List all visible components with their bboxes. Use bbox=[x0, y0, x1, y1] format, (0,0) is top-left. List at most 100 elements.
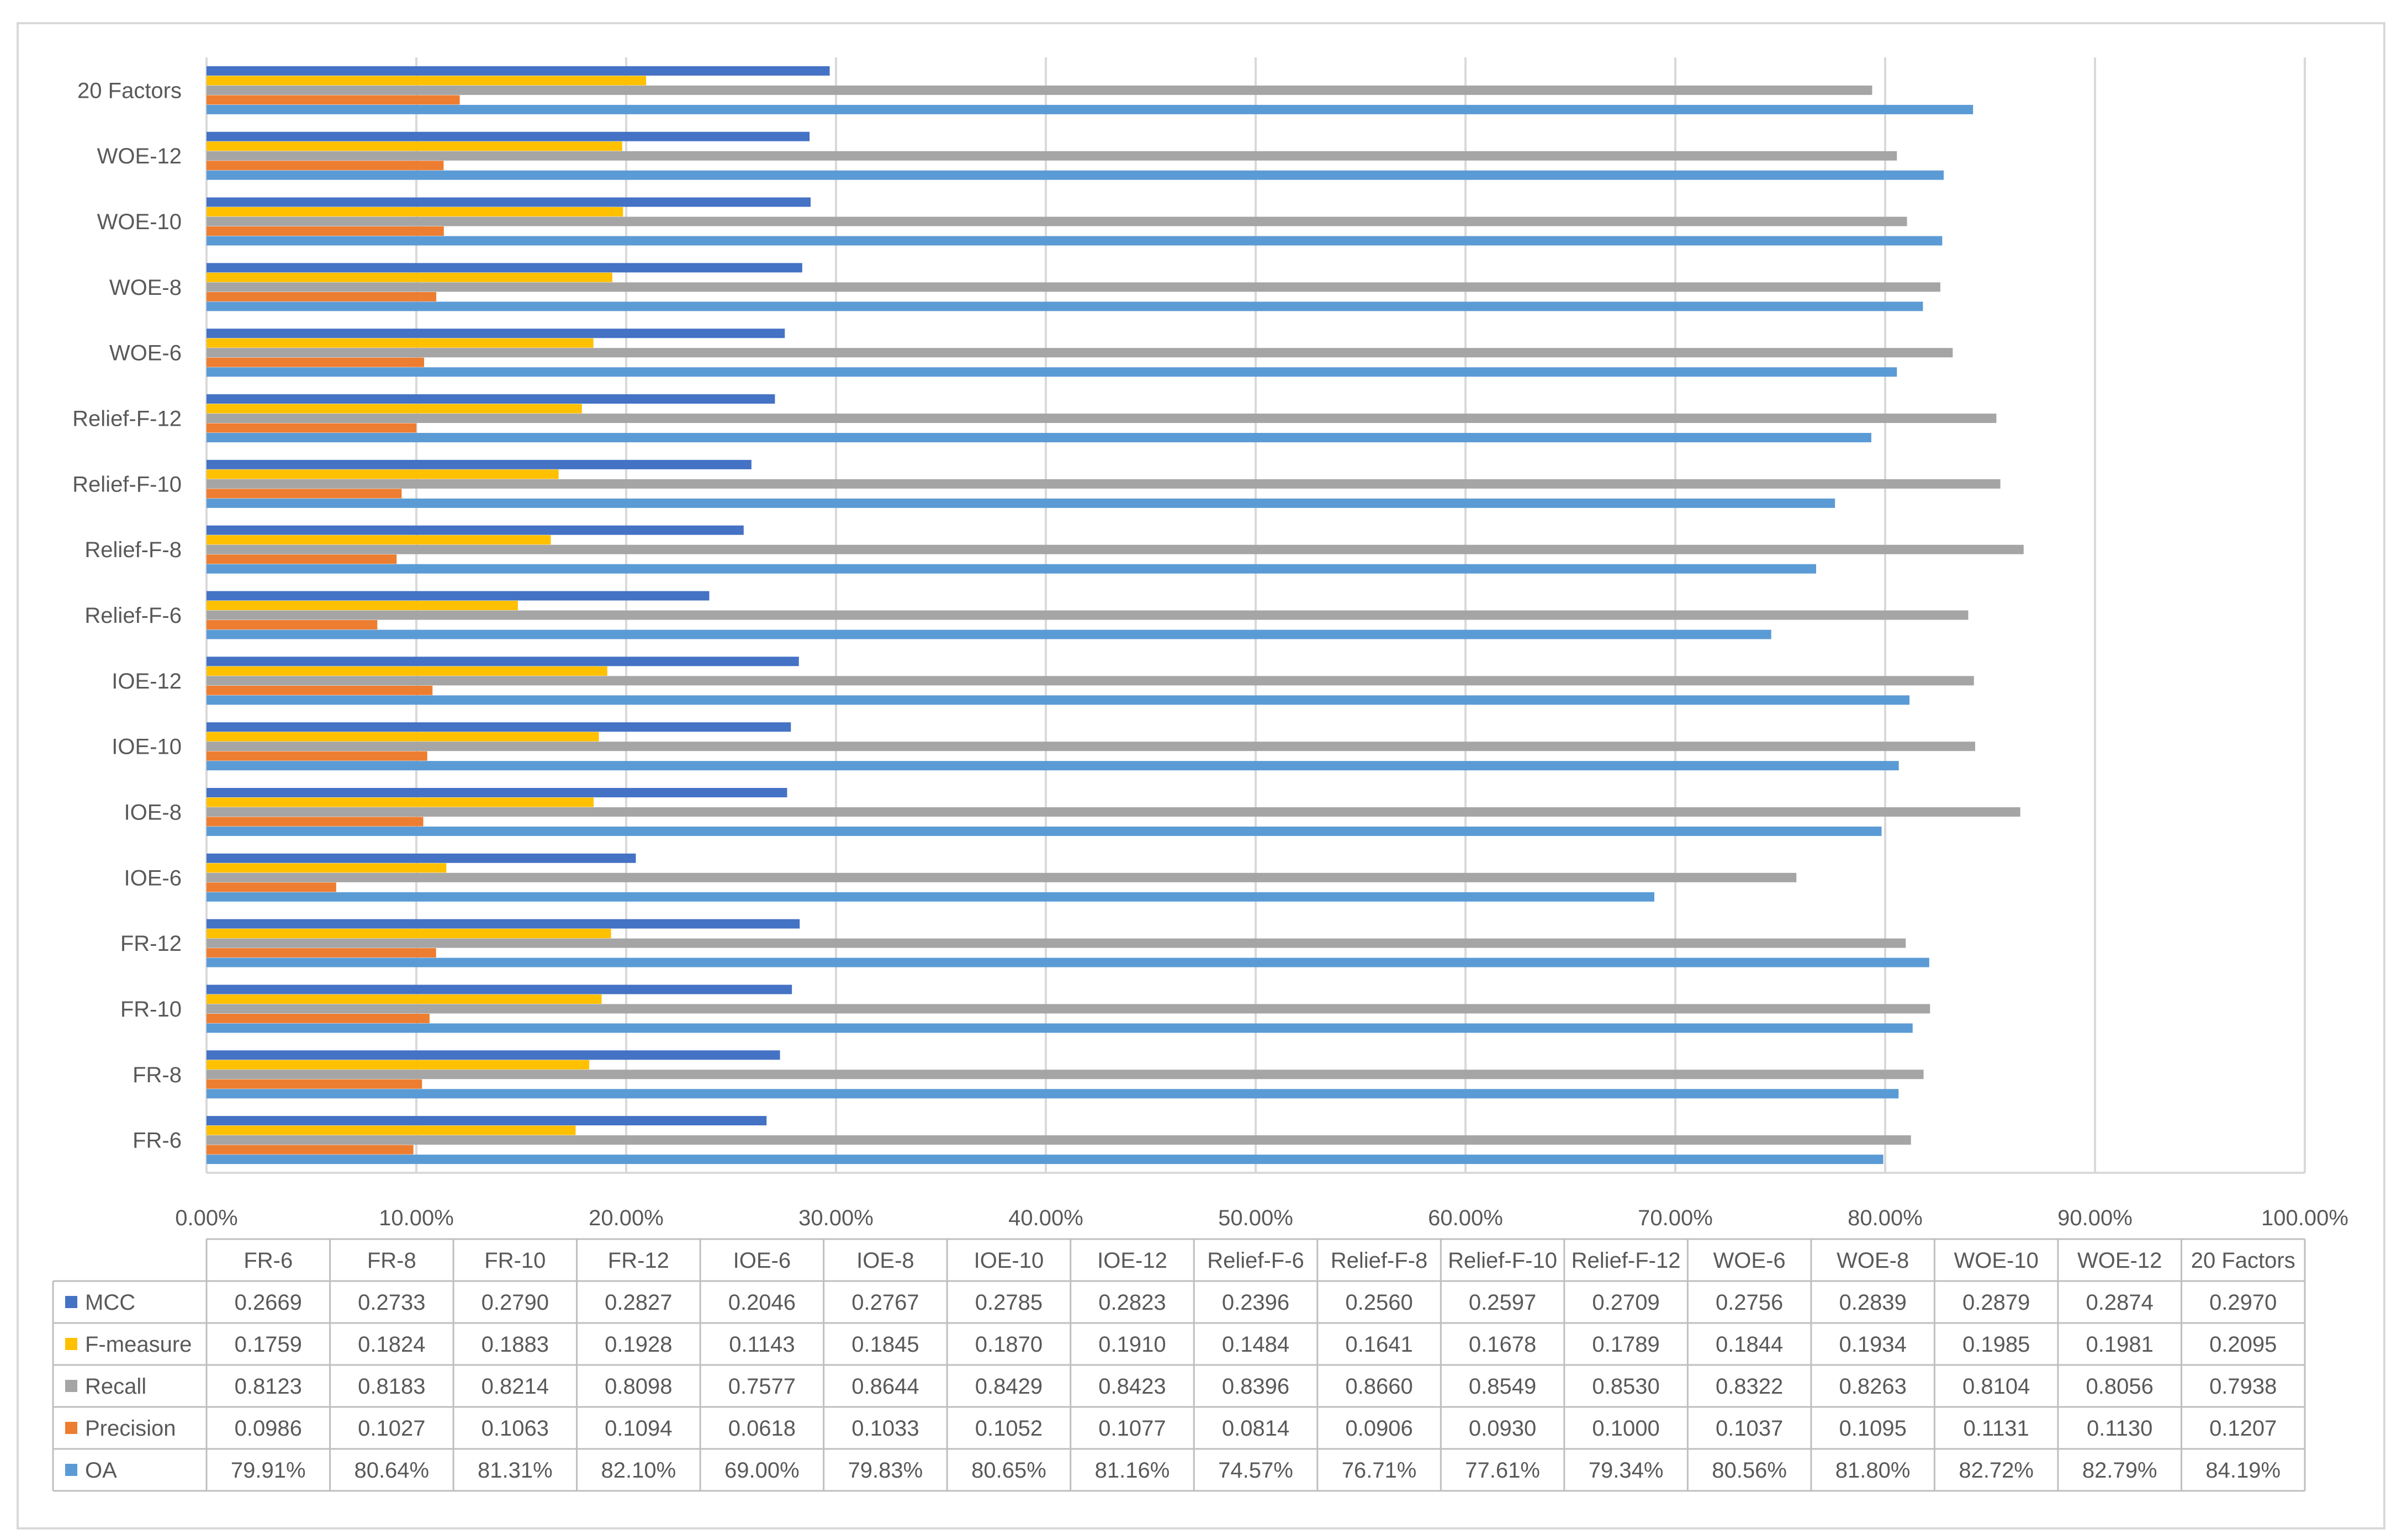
bar-recall bbox=[207, 479, 2001, 489]
bar-recall bbox=[207, 1135, 1911, 1145]
table-cell: 0.1143 bbox=[729, 1332, 795, 1357]
bar-precision bbox=[207, 95, 460, 105]
table-cell: 81.16% bbox=[1095, 1458, 1170, 1483]
table-cell: 0.2756 bbox=[1716, 1290, 1783, 1315]
table-cell: 80.64% bbox=[354, 1458, 429, 1483]
table-row-label: F-measure bbox=[85, 1332, 192, 1357]
table-cell: 0.1063 bbox=[482, 1416, 549, 1441]
bar-f-measure bbox=[207, 1060, 590, 1070]
bar-oa bbox=[207, 367, 1897, 377]
y-category-label: Relief-F-8 bbox=[84, 538, 182, 562]
x-tick-label: 40.00% bbox=[1008, 1206, 1083, 1230]
table-cell: 0.8423 bbox=[1098, 1374, 1166, 1399]
bar-recall bbox=[207, 85, 1872, 95]
bar-mcc bbox=[207, 1116, 767, 1126]
bar-f-measure bbox=[207, 797, 594, 807]
table-cell: 0.1934 bbox=[1839, 1332, 1906, 1357]
table-cell: 0.8263 bbox=[1839, 1374, 1906, 1399]
table-cell: 0.0930 bbox=[1469, 1416, 1536, 1441]
table-cell: 0.1759 bbox=[235, 1332, 302, 1357]
table-cell: 0.1928 bbox=[605, 1332, 672, 1357]
table-cell: 79.91% bbox=[231, 1458, 306, 1483]
table-cell: 0.1037 bbox=[1716, 1416, 1783, 1441]
table-cell: 0.2095 bbox=[2209, 1332, 2277, 1357]
table-cell: 0.1981 bbox=[2086, 1332, 2154, 1357]
table-cell: 0.2970 bbox=[2209, 1290, 2277, 1315]
bar-mcc bbox=[207, 66, 830, 76]
table-cell: 0.1207 bbox=[2209, 1416, 2277, 1441]
bar-recall bbox=[207, 1070, 1924, 1079]
bar-precision bbox=[207, 226, 444, 236]
bar-oa bbox=[207, 1023, 1913, 1033]
y-category-label: WOE-6 bbox=[109, 341, 182, 366]
bar-recall bbox=[207, 676, 1974, 686]
y-category-label: IOE-10 bbox=[112, 735, 182, 759]
table-cell: 0.1130 bbox=[2087, 1416, 2152, 1441]
x-tick-label: 100.00% bbox=[2261, 1206, 2348, 1230]
table-cell: 0.1027 bbox=[358, 1416, 425, 1441]
bar-oa bbox=[207, 301, 1923, 311]
table-cell: 0.2046 bbox=[728, 1290, 796, 1315]
table-cell: 0.1678 bbox=[1469, 1332, 1536, 1357]
bar-mcc bbox=[207, 722, 791, 732]
y-category-label: WOE-8 bbox=[109, 276, 182, 300]
bar-f-measure bbox=[207, 76, 647, 86]
table-cell: 0.1844 bbox=[1716, 1332, 1783, 1357]
bar-f-measure bbox=[207, 404, 582, 414]
bar-precision bbox=[207, 161, 444, 171]
table-header-cell: Relief-F-8 bbox=[1331, 1248, 1428, 1273]
data-table: FR-6 FR-8 FR-10 FR-12 IOE-6 IOE-8 IOE-10 IOE-12… bbox=[52, 1238, 2306, 1492]
table-cell: 80.56% bbox=[1712, 1458, 1787, 1483]
table-header-cell: IOE-6 bbox=[733, 1248, 791, 1273]
bar-oa bbox=[207, 236, 1943, 246]
bar-mcc bbox=[207, 1050, 780, 1060]
y-category-label: IOE-12 bbox=[112, 669, 182, 694]
table-cell: 79.34% bbox=[1589, 1458, 1664, 1483]
bar-precision bbox=[207, 292, 437, 301]
y-category-label: WOE-12 bbox=[97, 144, 182, 168]
y-category-label: IOE-6 bbox=[124, 866, 182, 890]
bar-precision bbox=[207, 357, 425, 367]
table-cell: 0.1484 bbox=[1222, 1332, 1289, 1357]
table-header-cell: WOE-12 bbox=[2077, 1248, 2162, 1273]
bar-oa bbox=[207, 695, 1910, 705]
table-header-cell: WOE-6 bbox=[1713, 1248, 1786, 1273]
bar-oa bbox=[207, 761, 1899, 771]
table-cell: 0.0906 bbox=[1345, 1416, 1412, 1441]
bar-oa bbox=[207, 629, 1771, 639]
table-row-label: MCC bbox=[85, 1290, 135, 1315]
table-cell: 0.8396 bbox=[1222, 1374, 1289, 1399]
table-cell: 0.2827 bbox=[605, 1290, 672, 1315]
bar-precision bbox=[207, 685, 433, 695]
y-category-label: FR-10 bbox=[120, 997, 182, 1022]
x-tick-label: 30.00% bbox=[798, 1206, 874, 1230]
table-cell: 0.8214 bbox=[482, 1374, 549, 1399]
x-tick-label: 0.00% bbox=[175, 1206, 237, 1230]
bar-mcc bbox=[207, 329, 785, 338]
bar-mcc bbox=[207, 985, 792, 994]
bar-f-measure bbox=[207, 141, 622, 151]
table-cell: 0.8644 bbox=[851, 1374, 919, 1399]
bar-precision bbox=[207, 1013, 430, 1023]
table-cell: 0.2767 bbox=[851, 1290, 919, 1315]
table-cell: 0.2790 bbox=[482, 1290, 549, 1315]
table-cell: 0.7577 bbox=[728, 1374, 796, 1399]
table-cell: 0.0986 bbox=[235, 1416, 302, 1441]
table-header-cell: 20 Factors bbox=[2191, 1248, 2295, 1273]
bar-oa bbox=[207, 892, 1654, 902]
table-cell: 0.2839 bbox=[1839, 1290, 1906, 1315]
bar-oa bbox=[207, 826, 1882, 836]
table-cell: 76.71% bbox=[1342, 1458, 1417, 1483]
table-cell: 0.1789 bbox=[1592, 1332, 1659, 1357]
table-header-cell: IOE-10 bbox=[974, 1248, 1044, 1273]
bar-recall bbox=[207, 872, 1797, 882]
chart-frame: FR-6 FR-8 FR-10 FR-12 IOE-6 IOE-8 IOE-10 IOE-12… bbox=[17, 22, 2385, 1530]
x-tick-label: 90.00% bbox=[2057, 1206, 2133, 1230]
legend-key-mcc bbox=[65, 1296, 77, 1308]
table-header-cell: FR-6 bbox=[244, 1248, 293, 1273]
table-cell: 0.8530 bbox=[1592, 1374, 1659, 1399]
bar-f-measure bbox=[207, 863, 447, 873]
bar-precision bbox=[207, 423, 416, 433]
bar-f-measure bbox=[207, 535, 551, 545]
bar-mcc bbox=[207, 459, 752, 469]
